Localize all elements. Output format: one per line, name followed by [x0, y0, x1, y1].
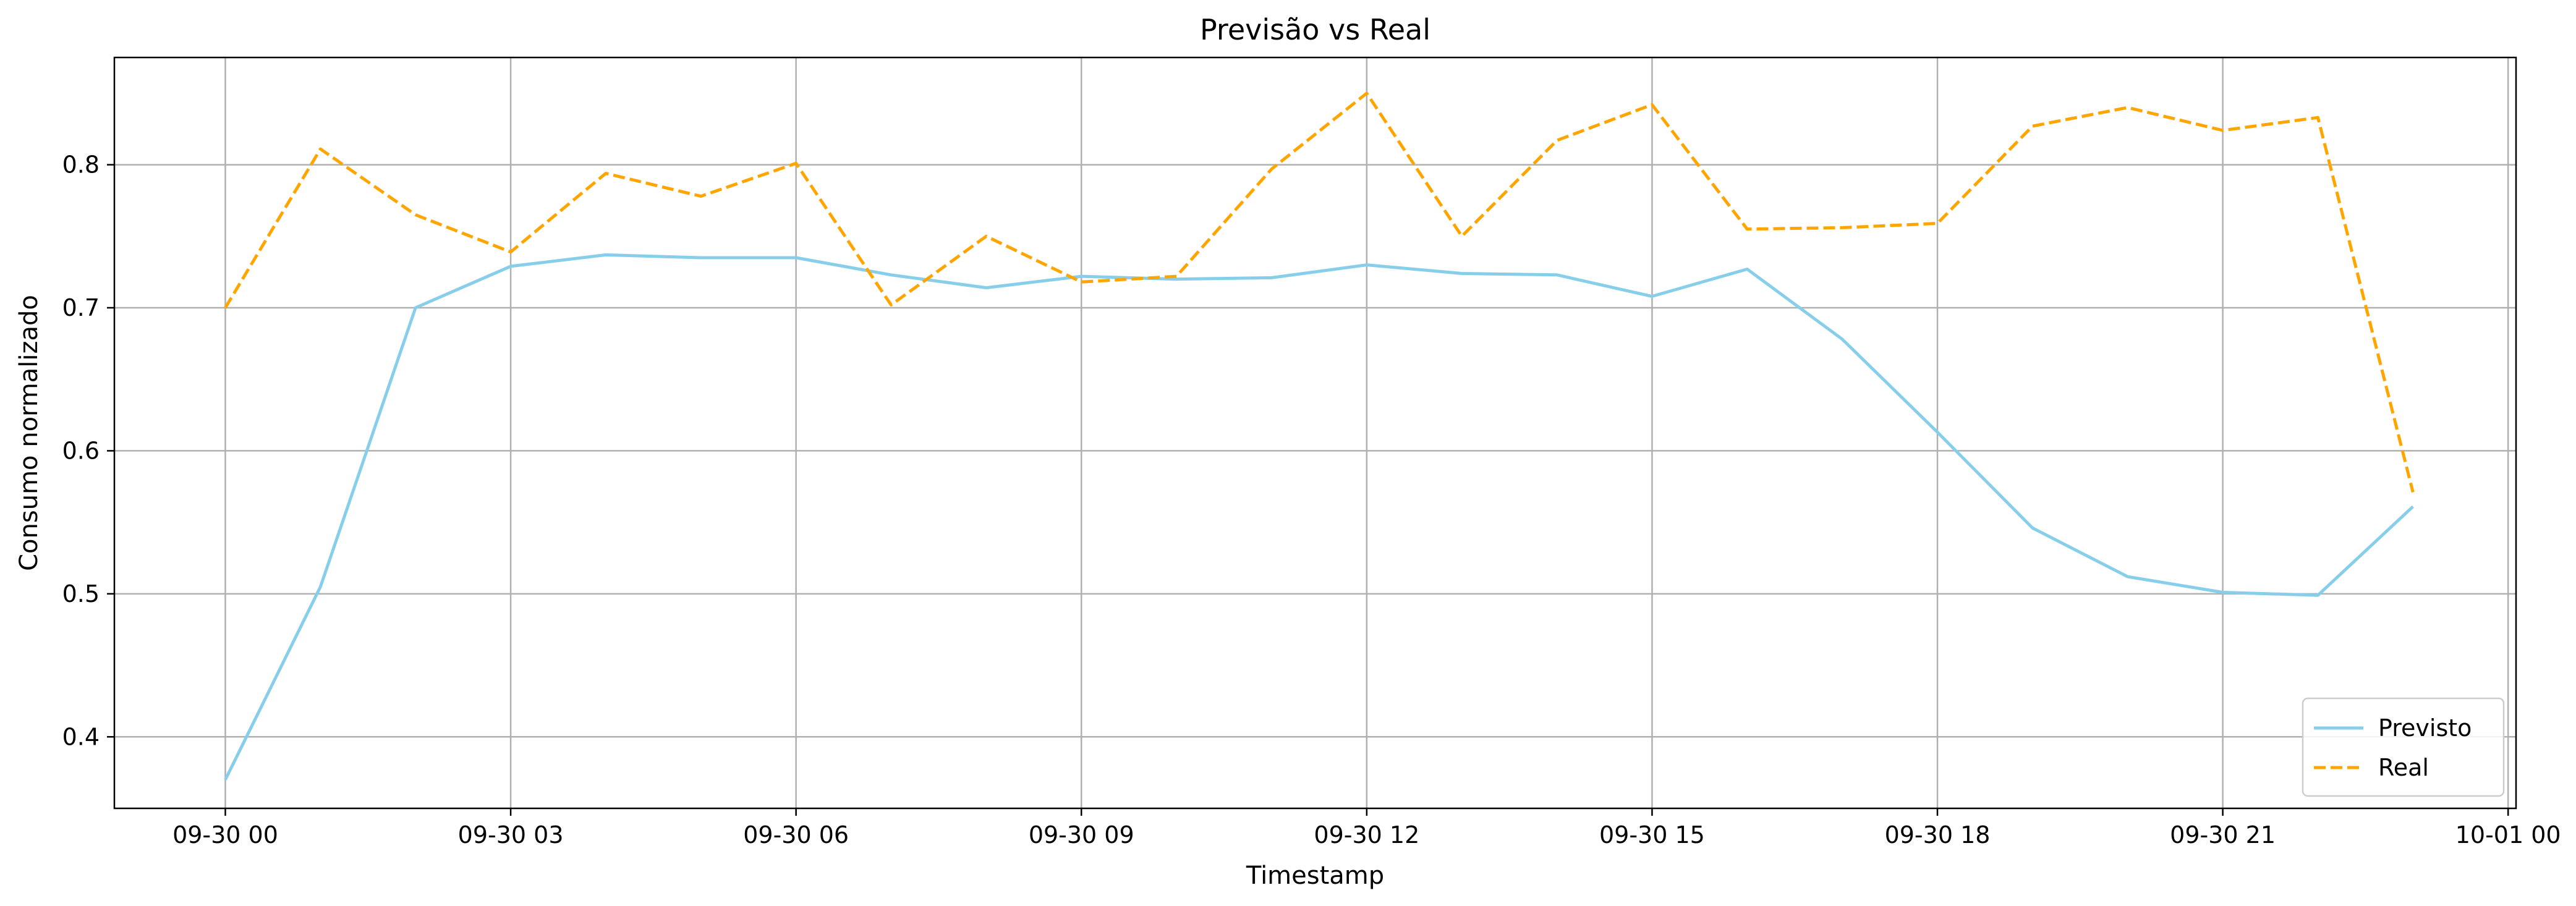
x-tick-label: 09-30 15 [1599, 821, 1705, 849]
chart-title: Previsão vs Real [1200, 13, 1430, 46]
series-lines [224, 91, 2415, 781]
x-tick-label: 10-01 00 [2455, 821, 2561, 849]
legend-label: Real [2378, 754, 2429, 781]
y-tick-label: 0.6 [62, 437, 100, 464]
series-line-previsto [224, 253, 2415, 781]
legend-label: Previsto [2378, 714, 2472, 742]
x-tick-label: 09-30 12 [1314, 821, 1419, 849]
grid [114, 57, 2516, 808]
series-line-real [224, 91, 2415, 493]
y-tick-label: 0.7 [62, 294, 100, 321]
plot-frame [113, 56, 2517, 810]
x-tick-label: 09-30 18 [1885, 821, 1991, 849]
legend-box [2302, 697, 2505, 797]
y-axis-ticks: 0.4 0.5 0.6 0.7 0.8 [62, 151, 114, 750]
y-axis-label: Consumo normalizado [15, 295, 43, 571]
x-tick-label: 09-30 06 [743, 821, 849, 849]
y-tick-label: 0.4 [62, 723, 100, 750]
x-axis-ticks: 09-30 00 09-30 03 09-30 06 09-30 09 09-30 12… [172, 808, 2561, 849]
x-axis-label: Timestamp [1246, 862, 1384, 890]
x-tick-label: 09-30 21 [2170, 821, 2276, 849]
x-tick-label: 09-30 09 [1029, 821, 1134, 849]
x-tick-label: 09-30 03 [458, 821, 564, 849]
y-tick-label: 0.8 [62, 151, 100, 179]
x-tick-label: 09-30 00 [172, 821, 278, 849]
y-tick-label: 0.5 [62, 580, 100, 608]
legend: Previsto Real [2302, 697, 2505, 797]
